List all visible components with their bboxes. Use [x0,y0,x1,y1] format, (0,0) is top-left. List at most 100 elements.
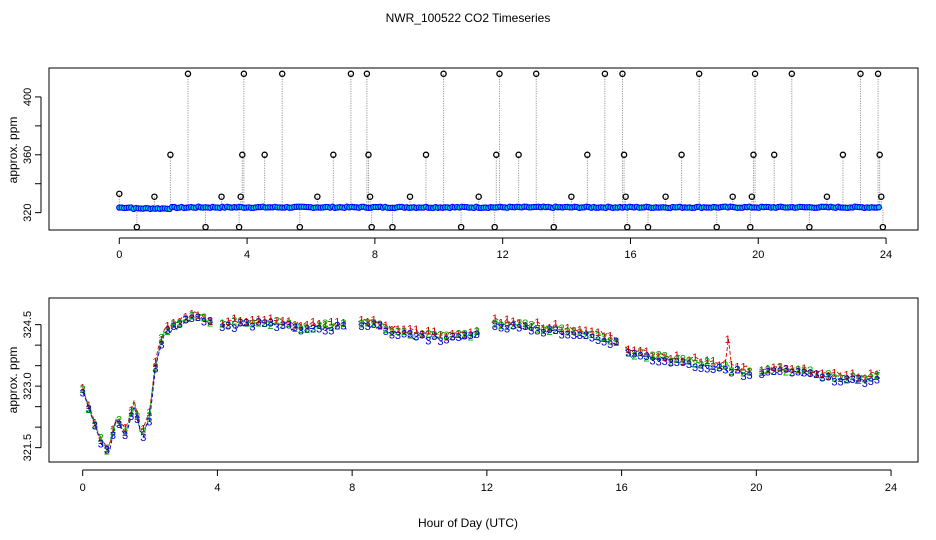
series-3-marker: 3 [419,329,425,341]
series-2-marker: 2 [534,324,540,336]
series-2-marker: 2 [449,331,455,343]
series-1-marker: 1 [425,325,431,337]
series-2-marker: 2 [492,318,498,330]
series-1-marker: 1 [395,324,401,336]
series-1-marker: 1 [116,417,122,429]
series-3-marker: 3 [637,351,643,363]
top-x-axis: 0 4 8 12 16 20 24 [116,237,892,261]
spike-point [240,70,248,78]
series-3-marker: 3 [813,369,819,381]
series-2-marker: 2 [280,320,286,332]
series-2-marker: 2 [158,332,164,344]
series-3-marker: 3 [407,328,413,340]
series-3-marker: 3 [498,322,504,334]
series-1-marker: 1 [747,367,753,379]
series-2-marker: 2 [716,362,722,374]
series-3-marker: 3 [401,329,407,341]
series-3-marker: 3 [237,317,243,329]
top-x-tick-label: 24 [880,249,892,261]
series-2-marker: 2 [571,325,577,337]
series-1-marker: 1 [437,330,443,342]
series-2-marker: 2 [468,331,474,343]
spike-point [620,151,628,159]
series-1-marker: 1 [280,316,286,328]
series-3-marker: 3 [844,374,850,386]
series-2-marker: 2 [583,330,589,342]
bottom-x-tick-label: 16 [615,482,627,494]
series-2-marker: 2 [637,347,643,359]
series-1-marker: 1 [140,423,146,435]
series-1-marker: 1 [340,318,346,330]
series-1-marker: 1 [516,318,522,330]
series-1-marker: 1 [510,316,516,328]
series-1-line [82,311,881,449]
series-1-marker: 1 [389,325,395,337]
series-2-marker: 2 [813,369,819,381]
series-2-marker: 2 [86,404,92,416]
series-3-marker: 3 [304,323,310,335]
spike-point [601,70,609,78]
series-3-marker: 3 [328,326,334,338]
series-3-marker: 3 [825,372,831,384]
series-2-marker: 2 [92,419,98,431]
spike-point [457,223,465,231]
series-1-marker: 1 [831,367,837,379]
spike-point [619,70,626,78]
series-1-marker: 1 [80,382,86,394]
series-3-marker: 3 [771,366,777,378]
series-2-marker: 2 [443,330,449,342]
series-2-marker: 2 [740,368,746,380]
series-2-marker: 2 [650,350,656,362]
series-3-marker: 3 [98,439,104,451]
spike-point [770,151,778,159]
spike-point [748,193,756,200]
series-2-marker: 2 [322,318,328,330]
series-2-marker: 2 [98,432,104,444]
series-2-marker: 2 [559,323,565,335]
series-3-marker: 3 [437,336,443,348]
series-3-marker: 3 [571,330,577,342]
series-2-marker: 2 [540,325,546,337]
series-2-marker: 2 [231,316,237,328]
series-2-marker: 2 [498,320,504,332]
series-2-marker: 2 [474,326,480,338]
series-3-marker: 3 [801,367,807,379]
series-2-marker: 2 [643,352,649,364]
series-1-marker: 1 [565,323,571,335]
spike-point [237,193,244,200]
spike-point [747,223,754,231]
series-1-marker: 1 [86,400,92,412]
series-2-marker: 2 [237,317,243,329]
series-3-marker: 3 [722,365,728,377]
series-3-marker: 3 [249,321,255,333]
series-1-marker: 1 [195,310,201,322]
series-1-marker: 1 [850,368,856,380]
series-1-marker: 1 [146,407,152,419]
series-2-marker: 2 [856,375,862,387]
bottom-y-axis-label: approx. ppm [6,347,20,414]
series-1-marker: 1 [177,316,183,328]
series-1-marker: 1 [813,368,819,380]
series-3-marker: 3 [164,325,170,337]
spike-point [823,193,831,200]
series-2-marker: 2 [431,330,437,342]
series-3-marker: 3 [158,339,164,351]
series-2-marker: 2 [146,411,152,423]
series-1-marker: 1 [559,325,565,337]
series-2-marker: 2 [334,321,340,333]
series-1-marker: 1 [844,370,850,382]
series-1-marker: 1 [310,317,316,329]
series-3-marker: 3 [510,321,516,333]
series-3-marker: 3 [243,318,249,330]
series-1-marker: 1 [401,324,407,336]
series-2-marker: 2 [304,324,310,336]
series-1-marker: 1 [462,330,468,342]
spike-point [550,223,558,231]
series-3-marker: 3 [171,321,177,333]
series-1-marker: 1 [304,319,310,331]
series-3-marker: 3 [298,326,304,338]
spike-point [532,70,540,78]
series-1-marker: 1 [292,320,298,332]
series-2-marker: 2 [413,331,419,343]
